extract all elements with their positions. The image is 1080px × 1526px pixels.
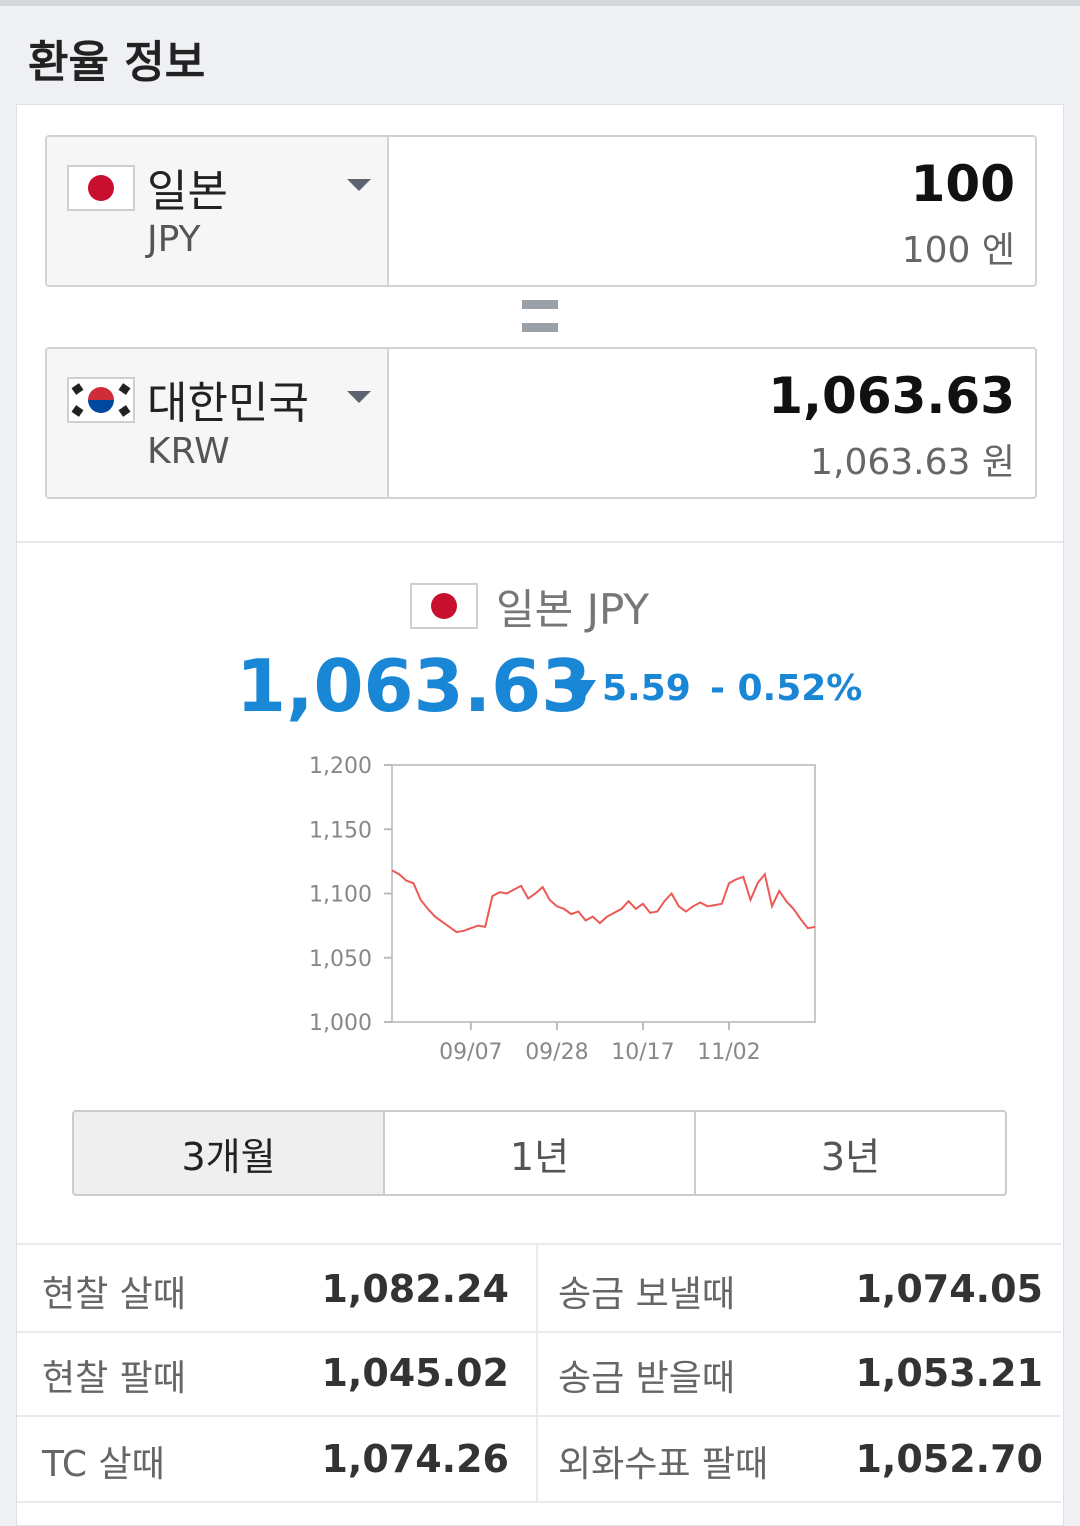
rate-row: TC 살때 1,074.26 외화수표 팔때 1,052.70: [17, 1415, 1061, 1503]
plot-frame: [391, 764, 816, 1023]
x-tick-label: 11/02: [697, 1040, 760, 1065]
col-divider: [536, 1245, 538, 1331]
rate-row: 현찰 팔때 1,045.02 송금 받을때 1,053.21: [17, 1329, 1061, 1417]
summary-change: 5.59: [602, 668, 691, 709]
divider: [17, 541, 1063, 543]
col-divider: [536, 1329, 538, 1415]
equals-bottom: [522, 323, 558, 332]
dropdown-caret: [347, 179, 371, 191]
amount-text: 1,063.63 원: [810, 442, 1015, 483]
rate-value: 1,052.70: [855, 1437, 1043, 1481]
amount-text: 100 엔: [901, 230, 1015, 271]
amount[interactable]: 100: [910, 155, 1015, 213]
rate-value: 1,053.21: [855, 1351, 1043, 1395]
chart: 1,000 1,050 1,100 1,150 1,200 09/07 09/28 10/17…: [309, 754, 816, 1065]
flag-jp: [67, 165, 135, 211]
x-tick-label: 09/07: [439, 1040, 502, 1065]
rate-label: 현찰 팔때: [42, 1358, 186, 1399]
period-button[interactable]: 1년: [383, 1110, 696, 1196]
rate-label: 외화수표 팔때: [558, 1444, 769, 1485]
to-box: 대한민국 KRW 1,063.63 1,063.63 원: [45, 347, 1037, 499]
y-tick-label: 1,150: [309, 818, 372, 843]
line: [391, 869, 816, 934]
rate-label: 현찰 살때: [42, 1274, 186, 1315]
currency-code: KRW: [147, 431, 230, 472]
x-tick-label: 09/28: [525, 1040, 588, 1065]
dropdown-caret: [347, 391, 371, 403]
y-tick-label: 1,200: [309, 754, 372, 779]
equals-top: [522, 300, 558, 309]
period-button[interactable]: 3년: [694, 1110, 1007, 1196]
currency-select[interactable]: 대한민국 KRW: [47, 349, 389, 497]
top-shadow: [0, 0, 1080, 6]
flag-jp: [410, 583, 478, 629]
summary-currency: 일본 JPY: [496, 585, 650, 634]
down-arrow: [570, 680, 596, 700]
y-tick-label: 1,100: [309, 883, 372, 908]
period-button[interactable]: 3개월: [72, 1110, 385, 1196]
rate-value: 1,082.24: [321, 1267, 509, 1311]
y-tick-label: 1,050: [309, 947, 372, 972]
rate-label: 송금 받을때: [558, 1358, 736, 1399]
summary-change-pct: - 0.52%: [710, 668, 863, 709]
rate-label: TC 살때: [42, 1444, 165, 1485]
flag-kr: [67, 377, 135, 423]
rate-value: 1,074.26: [321, 1437, 509, 1481]
page-title: 환율 정보: [28, 37, 206, 88]
country: 대한민국: [147, 378, 309, 429]
rate-value: 1,045.02: [321, 1351, 509, 1395]
currency-code: JPY: [147, 219, 201, 260]
country: 일본: [147, 166, 228, 217]
x-tick-label: 10/17: [611, 1040, 674, 1065]
col-divider: [536, 1415, 538, 1501]
summary-rate: 1,063.63: [236, 644, 592, 728]
y-tick-label: 1,000: [309, 1011, 372, 1036]
rate-row: 현찰 살때 1,082.24 송금 보낼때 1,074.05: [17, 1243, 1061, 1333]
from-box: 일본 JPY 100 100 엔: [45, 135, 1037, 287]
rate-value: 1,074.05: [855, 1267, 1043, 1311]
amount[interactable]: 1,063.63: [768, 367, 1015, 425]
rate-label: 송금 보낼때: [558, 1274, 736, 1315]
currency-select[interactable]: 일본 JPY: [47, 137, 389, 285]
